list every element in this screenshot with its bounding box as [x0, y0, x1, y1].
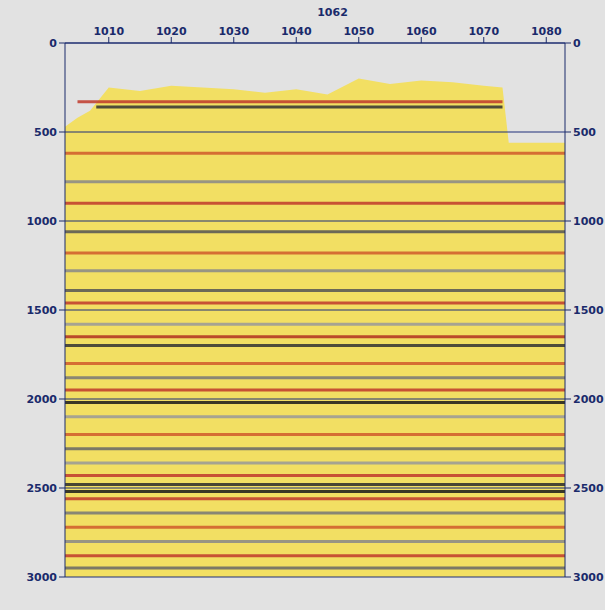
svg-text:1030: 1030: [218, 25, 249, 38]
svg-text:3000: 3000: [573, 571, 604, 584]
svg-text:3000: 3000: [26, 571, 57, 584]
svg-text:0: 0: [573, 37, 581, 50]
svg-text:1060: 1060: [406, 25, 437, 38]
svg-text:500: 500: [573, 126, 596, 139]
svg-text:500: 500: [34, 126, 57, 139]
svg-text:1010: 1010: [93, 25, 124, 38]
svg-text:1050: 1050: [343, 25, 374, 38]
svg-text:1500: 1500: [26, 304, 57, 317]
svg-text:1000: 1000: [573, 215, 604, 228]
svg-text:1000: 1000: [26, 215, 57, 228]
svg-text:1020: 1020: [156, 25, 187, 38]
html-text:1062: 1062: [317, 6, 348, 19]
svg-text:2000: 2000: [573, 393, 604, 406]
svg-text:1080: 1080: [531, 25, 562, 38]
svg-text:1500: 1500: [573, 304, 604, 317]
svg-text:2500: 2500: [573, 482, 604, 495]
svg-text:1040: 1040: [281, 25, 312, 38]
svg-text:1070: 1070: [468, 25, 499, 38]
svg-text:2500: 2500: [26, 482, 57, 495]
svg-text:0: 0: [49, 37, 57, 50]
svg-text:2000: 2000: [26, 393, 57, 406]
